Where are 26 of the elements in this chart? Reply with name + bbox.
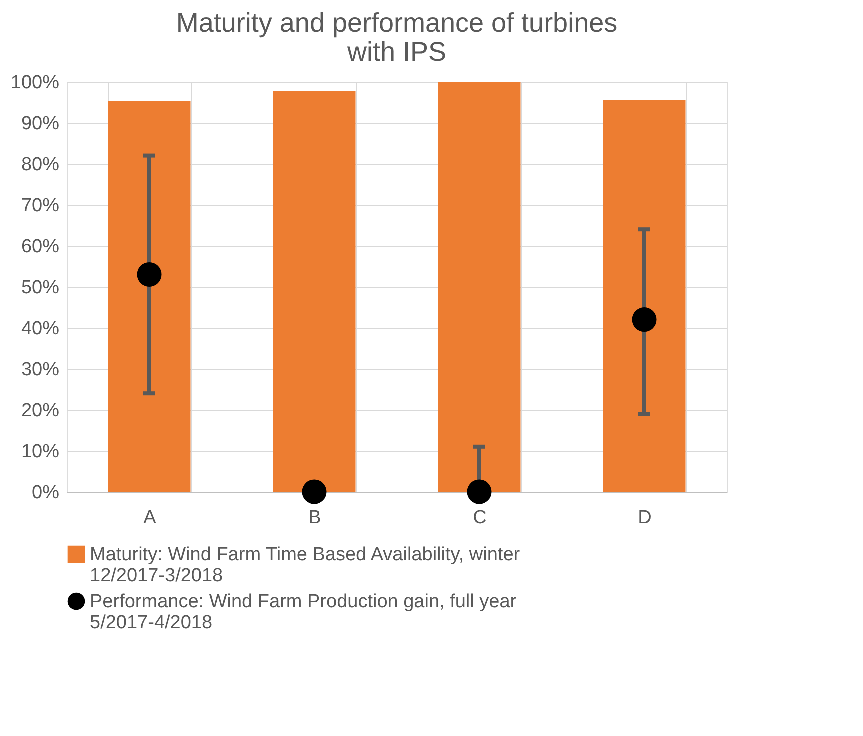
bar [438, 82, 521, 492]
bar [273, 91, 356, 492]
y-tick-label: 70% [21, 196, 60, 216]
point [302, 480, 327, 504]
x-tick-label: A [144, 508, 157, 528]
bar [108, 101, 191, 492]
y-tick-label: 40% [21, 318, 60, 340]
chart-title: Maturity and performance of turbines with IPS [176, 8, 618, 67]
x-tick-label: B [308, 508, 322, 528]
x-tick-label: C [473, 508, 487, 528]
y-tick-label: 100% [10, 72, 60, 94]
x-tick-label: D [638, 508, 652, 528]
y-tick-label: 10% [21, 442, 60, 462]
point [137, 262, 162, 287]
y-tick-label: 60% [21, 236, 60, 258]
point [632, 308, 657, 332]
legend-label: Performance: Wind Farm Production gain, full year 5/2017-4/2018 [90, 592, 518, 634]
y-tick-label: 20% [21, 400, 60, 422]
bar [603, 100, 686, 492]
legend-label: Maturity: Wind Farm Time Based Availability, winter 12/2017-3/2018 [90, 544, 521, 586]
y-tick-label: 90% [21, 114, 60, 134]
y-tick-label: 50% [21, 278, 60, 298]
point [467, 480, 492, 504]
y-tick-label: 0% [32, 482, 60, 504]
y-tick-label: 30% [21, 360, 60, 380]
y-tick-label: 80% [21, 154, 60, 176]
